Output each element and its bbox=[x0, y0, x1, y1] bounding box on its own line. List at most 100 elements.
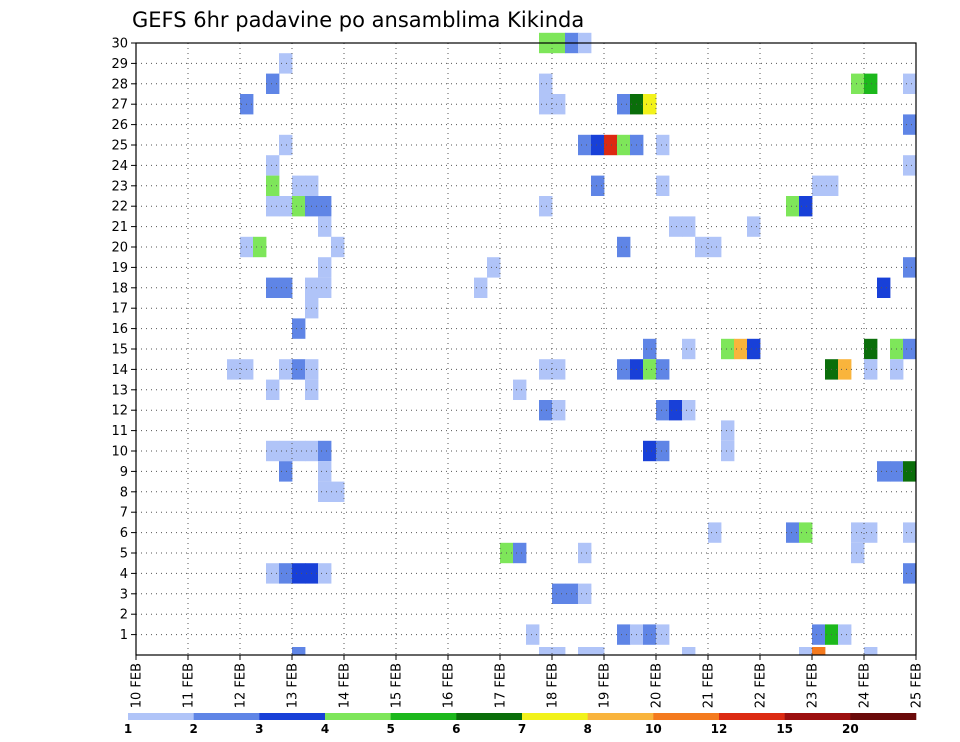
y-tick-label: 12 bbox=[111, 404, 128, 419]
heatmap-cell bbox=[864, 359, 878, 380]
heatmap-cell bbox=[721, 440, 735, 462]
y-tick-label: 11 bbox=[111, 424, 128, 439]
x-tick-label: 19 FEB bbox=[598, 663, 613, 708]
heatmap-cell bbox=[656, 134, 670, 156]
heatmap-cell bbox=[734, 338, 748, 360]
colorbar-label: 7 bbox=[518, 722, 526, 736]
heatmap-cell bbox=[552, 400, 566, 421]
heatmap-cell bbox=[227, 359, 241, 380]
heatmap-cell bbox=[552, 647, 566, 655]
heatmap-cell bbox=[292, 196, 306, 217]
colorbar-label: 15 bbox=[776, 722, 793, 736]
colorbar-swatch bbox=[390, 713, 457, 720]
heatmap-cell bbox=[747, 216, 761, 237]
heatmap-cell bbox=[552, 583, 566, 604]
y-tick-label: 8 bbox=[120, 485, 128, 500]
heatmap-cell bbox=[656, 359, 670, 380]
colorbar-label: 10 bbox=[645, 722, 662, 736]
heatmap-cell bbox=[708, 522, 722, 543]
y-tick-label: 24 bbox=[111, 159, 128, 174]
colorbar-label: 12 bbox=[711, 722, 728, 736]
heatmap-cell bbox=[266, 155, 280, 176]
heatmap-cell bbox=[708, 236, 722, 258]
y-tick-label: 28 bbox=[111, 77, 128, 92]
colorbar-swatch bbox=[850, 713, 917, 720]
colorbar-swatch bbox=[587, 713, 654, 720]
heatmap-cell bbox=[292, 359, 306, 380]
heatmap-cell bbox=[682, 400, 696, 421]
y-tick-label: 29 bbox=[111, 57, 128, 72]
y-tick-label: 25 bbox=[111, 139, 128, 154]
heatmap-cell bbox=[578, 542, 592, 564]
heatmap-cell bbox=[266, 440, 280, 462]
heatmap-cell bbox=[539, 647, 553, 655]
x-tick-label: 22 FEB bbox=[754, 663, 769, 708]
x-tick-label: 17 FEB bbox=[494, 663, 509, 708]
colorbar-swatch bbox=[259, 713, 326, 720]
heatmap-cell bbox=[279, 440, 293, 462]
x-tick-label: 24 FEB bbox=[858, 663, 873, 708]
heatmap-cell bbox=[851, 73, 865, 94]
y-tick-label: 22 bbox=[111, 200, 128, 215]
y-tick-label: 21 bbox=[111, 220, 128, 235]
heatmap-cell bbox=[656, 624, 670, 645]
heatmap-cell bbox=[643, 440, 657, 462]
heatmap-cell bbox=[903, 155, 917, 176]
colorbar-swatch bbox=[193, 713, 260, 720]
y-tick-label: 26 bbox=[111, 118, 128, 133]
heatmap-cell bbox=[539, 359, 553, 380]
heatmap-cell bbox=[617, 94, 631, 115]
y-tick-label: 17 bbox=[111, 302, 128, 317]
heatmap-cell bbox=[864, 647, 878, 655]
heatmap-cell bbox=[617, 236, 631, 258]
heatmap-cell bbox=[799, 522, 813, 543]
heatmap-cell bbox=[786, 196, 800, 217]
heatmap-cell bbox=[864, 73, 878, 94]
heatmap-cell bbox=[513, 379, 527, 400]
heatmap-cell bbox=[279, 461, 293, 482]
heatmap-cell bbox=[903, 114, 917, 135]
heatmap-cell bbox=[591, 647, 605, 655]
heatmap-cell bbox=[578, 583, 592, 604]
heatmap-cell bbox=[812, 175, 826, 196]
heatmap-cell bbox=[292, 318, 306, 339]
y-tick-label: 15 bbox=[111, 343, 128, 358]
y-tick-label: 9 bbox=[120, 465, 128, 480]
heatmap-cell bbox=[266, 379, 280, 400]
heatmap-cell bbox=[669, 400, 683, 421]
heatmap-cell bbox=[656, 440, 670, 462]
heatmap-cell bbox=[851, 522, 865, 543]
colorbar-swatch bbox=[456, 713, 523, 720]
x-tick-label: 18 FEB bbox=[546, 663, 561, 708]
heatmap-cell bbox=[318, 277, 332, 298]
heatmap-cell bbox=[318, 563, 332, 584]
heatmap-cell bbox=[318, 481, 332, 502]
heatmap-cell bbox=[292, 175, 306, 196]
heatmap-cell bbox=[838, 359, 852, 380]
heatmap-cell bbox=[591, 134, 605, 156]
y-tick-label: 7 bbox=[120, 506, 128, 521]
x-tick-label: 16 FEB bbox=[442, 663, 457, 708]
y-tick-label: 6 bbox=[120, 526, 128, 541]
x-tick-label: 21 FEB bbox=[702, 663, 717, 708]
heatmap-cell bbox=[279, 563, 293, 584]
y-tick-label: 27 bbox=[111, 98, 128, 113]
y-tick-label: 16 bbox=[111, 322, 128, 337]
heatmap-cell bbox=[526, 624, 540, 645]
x-tick-label: 11 FEB bbox=[182, 663, 197, 708]
heatmap-cell bbox=[266, 277, 280, 298]
colorbar-swatch bbox=[784, 713, 851, 720]
colorbar-swatch bbox=[128, 713, 194, 720]
heatmap-cell bbox=[656, 400, 670, 421]
heatmap-cell bbox=[266, 73, 280, 94]
heatmap-cell bbox=[643, 338, 657, 360]
x-axis: 10 FEB 11 FEB 12 FEB 13 FEB 14 FEB 15 FEB 16 F… bbox=[130, 655, 925, 708]
colorbar-label: 5 bbox=[386, 722, 394, 736]
heatmap-cell bbox=[513, 542, 527, 564]
x-tick-label: 13 FEB bbox=[286, 663, 301, 708]
heatmap-cell bbox=[539, 94, 553, 115]
y-tick-label: 1 bbox=[120, 628, 128, 643]
heatmap-cell bbox=[903, 522, 917, 543]
heatmap-cell bbox=[279, 53, 293, 74]
